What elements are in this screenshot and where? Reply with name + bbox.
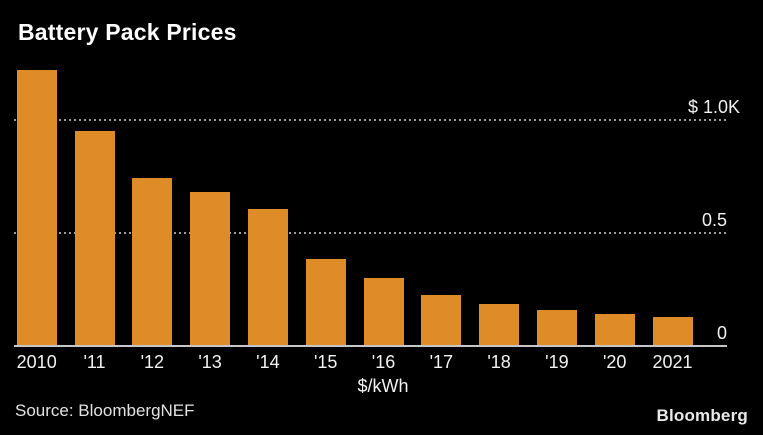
x-axis-line: [14, 345, 727, 347]
bar-17: [421, 295, 462, 346]
bar-2010: [16, 70, 57, 346]
axis-unit-label: $/kWh: [357, 376, 409, 396]
gridline-500: [14, 232, 727, 234]
source-text: Source: BloombergNEF: [15, 401, 195, 420]
x-axis-label-20: '20: [602, 352, 627, 372]
bar-20: [594, 314, 635, 346]
x-axis-label-14: '14: [256, 352, 280, 372]
bar-13: [190, 192, 231, 346]
x-axis-label-12: '12: [140, 352, 165, 372]
x-axis-label-16: '16: [371, 352, 396, 372]
x-axis-label-19: '19: [545, 352, 569, 372]
bloomberg-logo: Bloomberg: [656, 406, 748, 425]
x-axis-label-13: '13: [198, 352, 222, 372]
bar-15: [305, 258, 346, 346]
x-axis-label-18: '18: [487, 352, 511, 372]
x-axis-label-17: '17: [429, 352, 454, 372]
bar-11: [74, 131, 115, 346]
bar-12: [132, 177, 173, 346]
bar-14: [247, 209, 288, 346]
x-axis-label-2021: 2021: [652, 352, 693, 372]
x-axis-label-15: '15: [313, 352, 338, 372]
y-axis-label-500: 0.5: [701, 210, 727, 230]
bar-16: [363, 278, 404, 346]
bar-19: [536, 309, 577, 346]
bar-2021: [652, 316, 693, 346]
x-axis-label-11: '11: [83, 352, 106, 372]
x-axis-label-2010: 2010: [16, 352, 57, 372]
chart-title: Battery Pack Prices: [18, 19, 237, 45]
bar-18: [479, 304, 520, 346]
y-axis-label-1000: $ 1.0K: [687, 97, 740, 117]
gridline-1000: [14, 119, 727, 121]
y-axis-label-0: 0: [716, 323, 727, 343]
